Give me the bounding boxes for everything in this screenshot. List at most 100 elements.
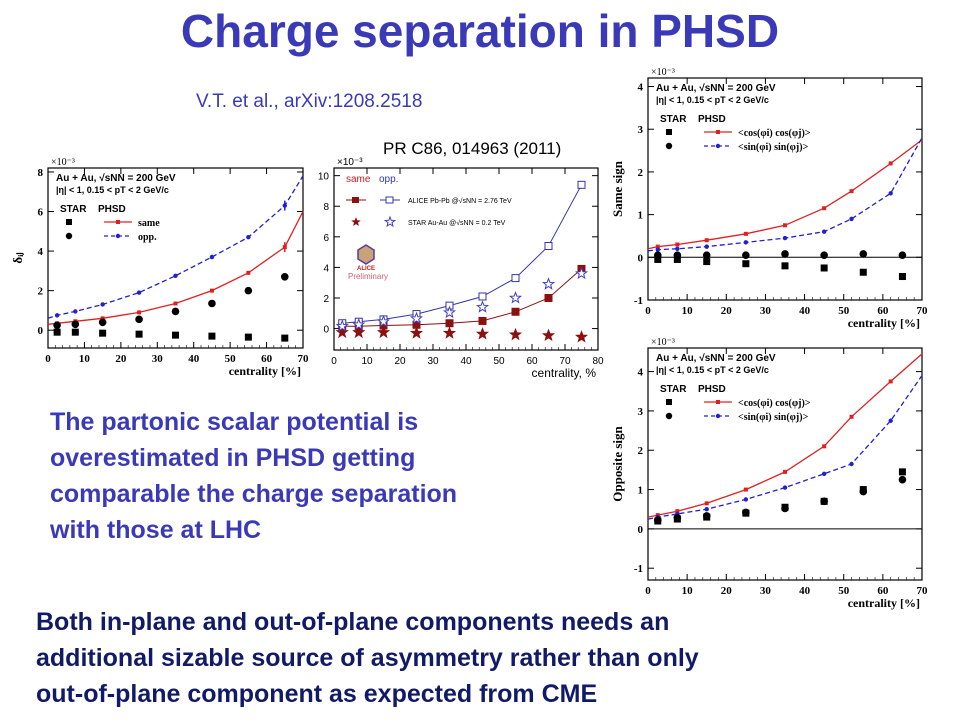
legend-phsd-label: PHSD	[698, 384, 726, 395]
phsd-curve	[647, 375, 923, 520]
scale-label: ×10⁻³	[651, 337, 675, 348]
y-tick-label: 2	[638, 445, 644, 457]
alice-point	[511, 307, 520, 316]
star-circle-point	[820, 497, 828, 506]
plot-frame	[647, 347, 923, 581]
x-tick-label: 70	[917, 585, 929, 597]
star-marker	[508, 327, 523, 341]
x-tick-label: 0	[645, 585, 651, 597]
phsd-point	[136, 290, 142, 295]
legend-alice: ALICE Pb-Pb @√sNN = 2.76 TeV	[408, 197, 512, 205]
y-tick-label: 4	[638, 82, 644, 94]
legend-same: same	[346, 174, 371, 185]
star-square-point	[742, 260, 750, 268]
alice-logo-text: ALICE	[357, 266, 375, 272]
x-tick-label: 60	[877, 585, 889, 597]
star-marker	[409, 326, 424, 339]
star-circle-point	[171, 307, 180, 316]
phsd-point	[743, 240, 749, 245]
star-marker	[574, 266, 589, 280]
conclusion-line: out-of-plane component as expected from …	[36, 680, 598, 708]
y-tick-label: 1	[638, 485, 644, 497]
x-tick-label: 0	[45, 353, 51, 365]
legend-marker	[385, 196, 394, 204]
arxiv-reference: V.T. et al., arXiv:1208.2518	[196, 91, 423, 112]
y-tick-label: 2	[38, 286, 44, 298]
legend-marker	[715, 413, 721, 419]
phsd-point	[783, 469, 787, 474]
phsd-point	[782, 485, 788, 490]
x-tick-label: 60	[877, 305, 889, 317]
slide-title: Charge separation in PHSD	[180, 5, 780, 57]
legend-star: STAR Au-Au @√sNN = 0.2 TeV	[408, 219, 506, 227]
y-tick-label: 3	[638, 124, 644, 136]
legend-marker	[351, 217, 361, 226]
phsd-point	[246, 235, 251, 240]
phsd-point	[209, 254, 215, 260]
note-line: overestimated in PHSD getting	[50, 444, 416, 472]
y-tick-label: 4	[323, 263, 329, 274]
y-tick-label: 0	[638, 252, 644, 264]
legend-cuts: |η| < 1, 0.15 < pT < 2 GeV/c	[56, 185, 169, 195]
x-axis-label: centrality, %	[532, 366, 597, 380]
legend-marker	[666, 129, 672, 135]
star-circle-point	[898, 475, 907, 484]
y-tick-label: 0	[38, 325, 44, 337]
note-line: The partonic scalar potential is	[50, 408, 419, 436]
legend-entry: same	[138, 218, 160, 229]
x-tick-label: 20	[721, 585, 733, 597]
note-line: comparable the charge separation	[50, 480, 458, 508]
phsd-point	[675, 242, 680, 247]
phsd-point	[54, 313, 60, 318]
phsd-point	[675, 509, 680, 514]
star-circle-point	[820, 251, 828, 259]
star-square-point	[898, 273, 906, 281]
x-tick-label: 10	[682, 585, 694, 597]
y-tick-label: 1	[638, 210, 644, 222]
y-tick-label: 3	[638, 406, 644, 418]
y-tick-label: 10	[318, 172, 330, 183]
star-marker	[335, 319, 349, 332]
star-square-point	[898, 468, 906, 476]
phsd-point	[849, 189, 854, 194]
y-tick-label: 0	[638, 524, 644, 536]
legend-marker	[715, 143, 721, 149]
legend-star-label: STAR	[660, 114, 687, 125]
star-circle-point	[859, 487, 868, 496]
legend-marker	[65, 232, 73, 240]
legend-phsd-label: PHSD	[98, 204, 126, 215]
star-circle-point	[53, 321, 61, 330]
phsd-curve	[47, 211, 304, 325]
legend-entry: <cos(φi) cos(φj)>	[738, 398, 811, 409]
phsd-point	[73, 309, 78, 314]
legend-cuts: |η| < 1, 0.15 < pT < 2 GeV/c	[656, 95, 769, 105]
legend-marker	[115, 233, 121, 239]
x-tick-label: 60	[261, 353, 273, 365]
x-tick-label: 10	[79, 353, 91, 365]
star-square-point	[820, 264, 828, 272]
star-marker	[442, 305, 457, 319]
phsd-point	[849, 461, 854, 467]
star-circle-point	[280, 272, 289, 281]
legend-marker	[66, 219, 72, 225]
star-circle-point	[98, 318, 107, 327]
legend-cuts: |η| < 1, 0.15 < pT < 2 GeV/c	[656, 365, 769, 375]
phsd-point	[821, 229, 827, 234]
star-marker	[409, 311, 424, 325]
phsd-curve	[647, 353, 923, 518]
star-marker	[475, 326, 490, 340]
star-marker	[376, 314, 391, 328]
x-tick-label: 60	[526, 356, 538, 367]
phsd-point	[655, 247, 660, 252]
star-square-point	[53, 328, 61, 336]
y-axis-label: δᵢⱼ	[10, 252, 25, 263]
phsd-point	[137, 310, 142, 315]
phsd-point	[888, 191, 893, 196]
x-tick-label: 20	[721, 305, 733, 317]
y-tick-label: 6	[323, 233, 329, 244]
star-marker	[376, 325, 391, 339]
legend-phsd-label: PHSD	[698, 114, 726, 125]
